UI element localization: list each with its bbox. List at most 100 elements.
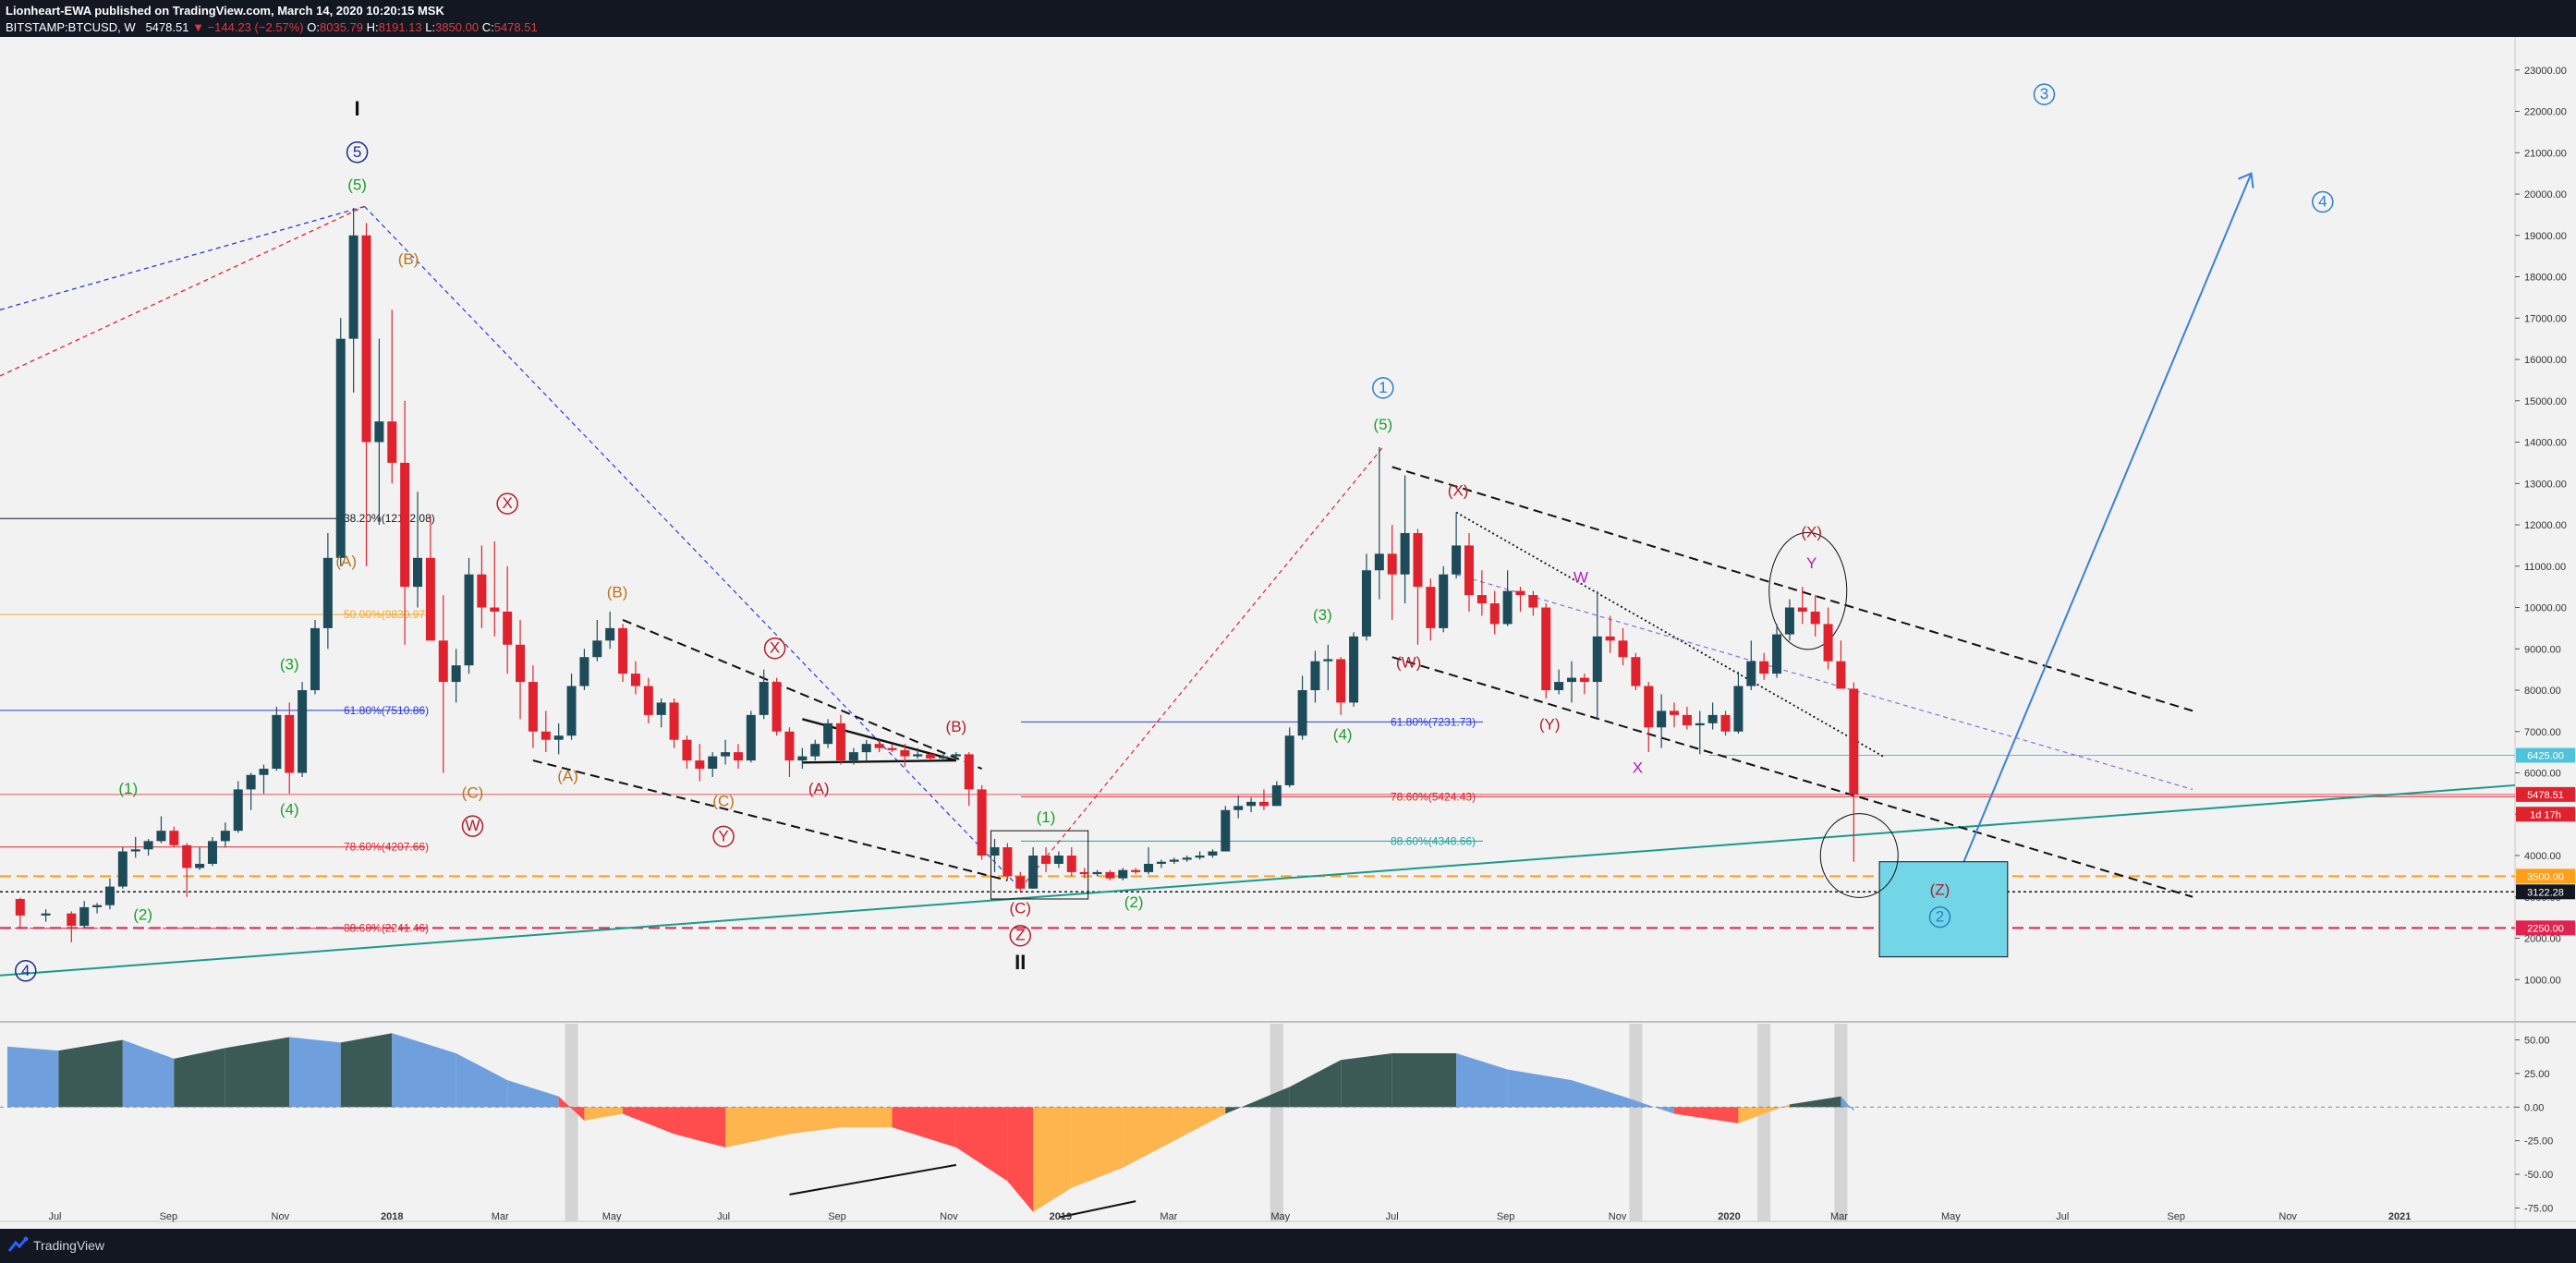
candle-body-56 xyxy=(759,682,769,715)
candle-body-66 xyxy=(887,747,897,750)
candle-body-81 xyxy=(1079,871,1089,875)
wave-label-21: (2) xyxy=(1124,893,1144,911)
low-label: L: xyxy=(425,20,436,34)
candle-body-1 xyxy=(41,913,51,916)
wave-label-11: (C) xyxy=(462,783,484,801)
y-tick-label-14: 15000.00 xyxy=(2524,396,2567,407)
x-tick-label-3: 2018 xyxy=(381,1211,403,1222)
triangle-lower xyxy=(802,759,956,764)
candle-body-96 xyxy=(1271,784,1282,807)
candle-body-137 xyxy=(1797,607,1807,612)
publisher-line: Lionheart-EWA published on TradingView.c… xyxy=(6,4,444,18)
price-tag-box-0 xyxy=(2516,747,2575,763)
x-tick-label-16: Mar xyxy=(1830,1211,1848,1222)
x-tick-label-8: Nov xyxy=(940,1211,958,1222)
osc-segment-20 xyxy=(1033,1107,1072,1212)
candle-body-82 xyxy=(1092,871,1102,875)
osc-segment-3 xyxy=(174,1048,225,1108)
candle-body-78 xyxy=(1041,856,1051,864)
osc-segment-19 xyxy=(1007,1107,1034,1212)
fib-level-label-5: 61.80%(7231.73) xyxy=(1391,715,1476,728)
price-tag-box-4 xyxy=(2516,884,2575,900)
channel-2018-lower xyxy=(532,759,1008,881)
candle-body-132 xyxy=(1733,686,1744,732)
x-tick-label-21: 2021 xyxy=(2388,1211,2411,1222)
candle-body-120 xyxy=(1579,677,1589,683)
candle-body-21 xyxy=(310,627,320,691)
osc-band-1 xyxy=(1270,1024,1283,1221)
x-tick-label-7: Sep xyxy=(828,1211,846,1222)
wave-circle-25 xyxy=(1372,377,1394,399)
y-tick-label-20: 21000.00 xyxy=(2524,148,2567,159)
channel-2019-upper xyxy=(1391,466,2193,712)
candle-body-22 xyxy=(322,557,333,628)
wave-label-27: (X) xyxy=(1448,482,1469,500)
bottom-circle xyxy=(1819,813,1899,898)
channel-2018-upper xyxy=(622,619,983,770)
wave-label-17: Y xyxy=(718,827,728,844)
candle-body-39 xyxy=(541,731,551,740)
candle-body-87 xyxy=(1156,861,1166,864)
price-tag-text-3: 3500.00 xyxy=(2527,871,2564,882)
y-tick-label-0: 1000.00 xyxy=(2524,975,2561,986)
candle-body-103 xyxy=(1361,570,1371,637)
osc-segment-29 xyxy=(1507,1069,1573,1108)
candle-body-25 xyxy=(361,235,371,443)
wave-label-25: 1 xyxy=(1379,379,1387,396)
osc-segment-16 xyxy=(840,1107,893,1128)
candle-body-104 xyxy=(1374,553,1384,571)
x-tick-label-5: May xyxy=(602,1211,622,1222)
candle-body-55 xyxy=(746,714,756,761)
price-tag-text-2: 1d 17h xyxy=(2530,809,2561,820)
footer-bar: TradingView xyxy=(0,1229,2576,1263)
candle-body-36 xyxy=(503,611,513,645)
osc-tick-label-2: 0.00 xyxy=(2524,1102,2544,1113)
wave-circle-10 xyxy=(496,492,518,515)
close-value: 5478.51 xyxy=(493,20,538,34)
candle-body-31 xyxy=(438,640,448,683)
candle-body-65 xyxy=(874,744,884,748)
low-value: 3850.00 xyxy=(435,20,480,34)
candle-body-88 xyxy=(1169,859,1179,862)
candle-body-105 xyxy=(1387,553,1397,575)
osc-segment-15 xyxy=(789,1107,841,1135)
price-chart[interactable]: 38.20%(12152.08) 50.00%(9830.97) 61.80%(75… xyxy=(0,37,2576,1229)
x-tick-label-13: Sep xyxy=(1497,1211,1515,1222)
osc-segment-4 xyxy=(225,1037,290,1108)
candle-body-50 xyxy=(682,739,692,761)
candle-body-77 xyxy=(1028,856,1039,889)
candles xyxy=(15,207,1859,942)
osc-segment-34 xyxy=(1789,1096,1841,1108)
osc-segment-9 xyxy=(507,1080,559,1108)
wave-label-23: Z xyxy=(1015,927,1025,944)
wave-label-28: (W) xyxy=(1396,653,1421,671)
candle-body-131 xyxy=(1720,714,1731,732)
wave-circle-15 xyxy=(763,637,786,660)
osc-divergence-line-1 xyxy=(789,1163,957,1196)
wave-label-10: X xyxy=(502,494,512,512)
wave-label-29: (3) xyxy=(1313,606,1332,624)
y-tick-label-7: 8000.00 xyxy=(2524,686,2561,697)
osc-segment-1 xyxy=(58,1039,123,1108)
candle-body-5 xyxy=(104,886,115,905)
candle-body-133 xyxy=(1746,661,1756,686)
fib-red-dash-top xyxy=(0,205,365,377)
y-tick-label-12: 13000.00 xyxy=(2524,479,2567,490)
wave-label-34: (X) xyxy=(1801,523,1822,540)
y-tick-label-5: 6000.00 xyxy=(2524,769,2561,780)
candle-body-111 xyxy=(1464,545,1474,596)
osc-divergence-line-2 xyxy=(1058,1200,1136,1219)
candle-body-60 xyxy=(810,744,820,757)
candle-body-119 xyxy=(1567,677,1576,683)
osc-segment-28 xyxy=(1456,1053,1508,1108)
wave-label-26: (5) xyxy=(1373,416,1392,433)
candle-body-80 xyxy=(1066,856,1076,872)
wave-label-8: (2) xyxy=(133,905,152,923)
osc-segment-32 xyxy=(1674,1107,1739,1123)
osc-band-3 xyxy=(1757,1024,1771,1221)
candle-body-72 xyxy=(964,754,974,790)
y-tick-label-13: 14000.00 xyxy=(2524,438,2567,449)
candle-body-108 xyxy=(1426,587,1436,628)
candle-body-117 xyxy=(1541,607,1551,691)
osc-band-2 xyxy=(1629,1024,1643,1221)
